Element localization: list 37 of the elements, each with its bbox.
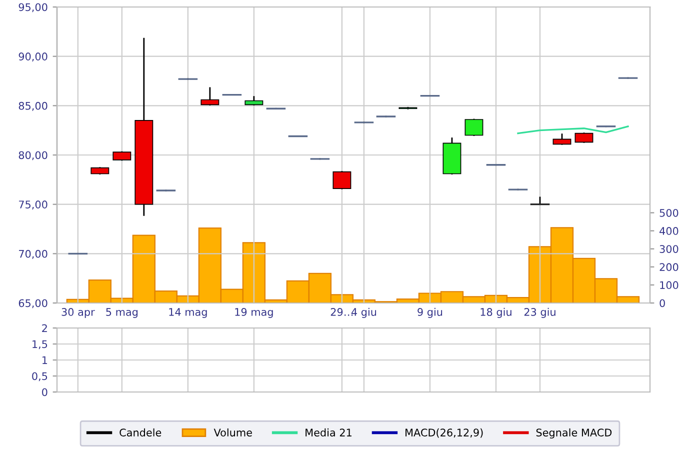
y-tick-label: 80,00 xyxy=(18,151,48,160)
legend-label: Media 21 xyxy=(306,428,352,436)
candlestick xyxy=(552,134,572,145)
y2-tick-label: 400 xyxy=(660,227,678,235)
y2-tick-label: 0 xyxy=(660,299,665,308)
y2-tick-label: 500 xyxy=(660,208,678,217)
y-tick-label: 0,5 xyxy=(32,372,48,382)
candlestick xyxy=(332,171,352,190)
x-tick-label: 23 giu xyxy=(524,308,556,318)
legend-label: Segnale MACD xyxy=(536,428,612,438)
y-tick-label: 90,00 xyxy=(18,52,48,62)
x-tick-label: 9 giu xyxy=(418,308,442,318)
legend-label: Volume xyxy=(214,428,252,436)
candlestick xyxy=(200,87,220,106)
candlestick xyxy=(464,118,484,136)
y-tick-label: 75,00 xyxy=(19,200,48,210)
x-tick-label: 14 mag xyxy=(169,308,207,318)
y-tick-label: 1 xyxy=(42,356,48,364)
line-series xyxy=(517,126,629,134)
y-tick-label: 2 xyxy=(42,324,47,332)
y2-tick-label: 300 xyxy=(660,245,678,253)
y2-tick-label: 100 xyxy=(660,281,678,290)
x-tick-label: 19 mag xyxy=(235,308,273,318)
y2-tick-label: 200 xyxy=(660,263,678,272)
y-tick-label: 1,5 xyxy=(32,340,48,350)
x-tick-label: 4 giu xyxy=(351,308,376,318)
x-tick-label: 5 mag xyxy=(106,308,138,318)
y-tick-label: 65,00 xyxy=(18,299,48,308)
legend-label: MACD(26,12,9) xyxy=(406,428,483,438)
y-tick-label: 95,00 xyxy=(18,3,48,12)
y-tick-label: 0 xyxy=(42,388,48,396)
x-tick-label: 18 giu xyxy=(480,308,512,318)
legend-label: Candele xyxy=(120,428,162,436)
y-tick-label: 70,00 xyxy=(19,250,48,259)
x-tick-label: 29… xyxy=(330,308,353,316)
x-tick-label: 30 apr xyxy=(62,308,95,318)
y-tick-label: 85,00 xyxy=(18,102,48,111)
